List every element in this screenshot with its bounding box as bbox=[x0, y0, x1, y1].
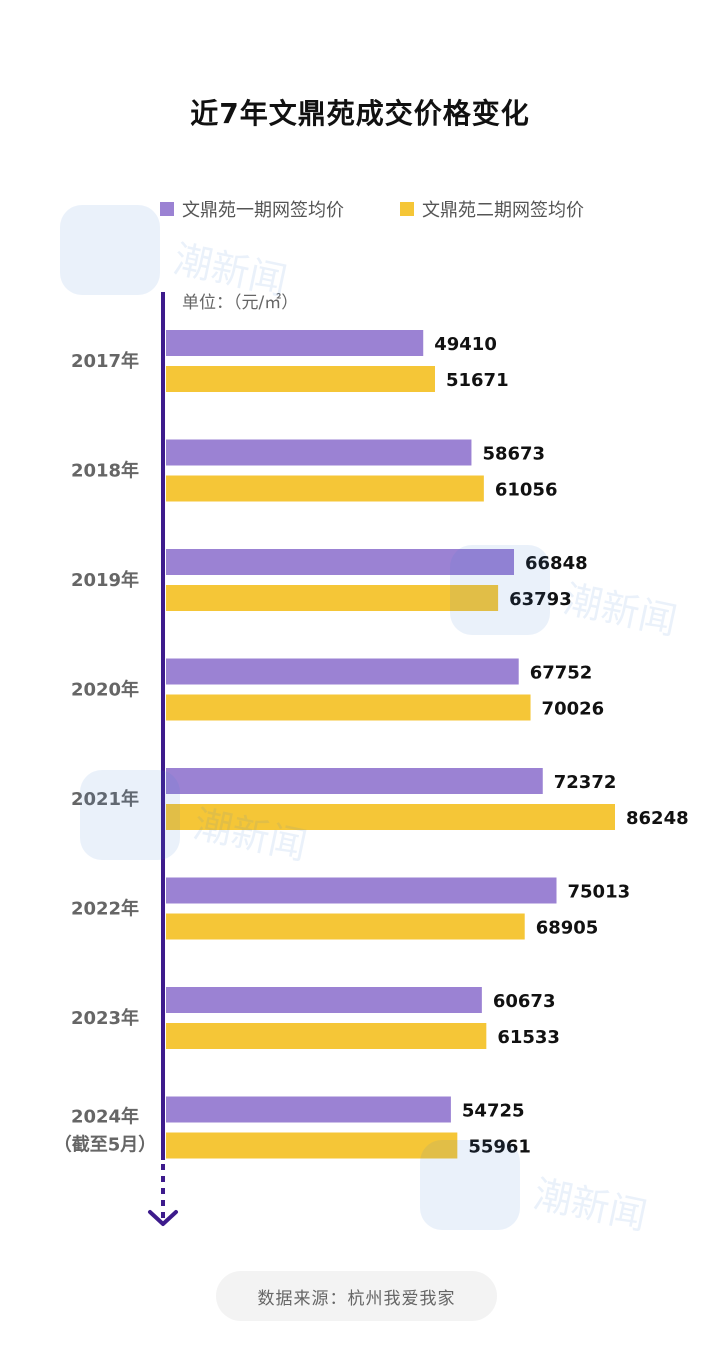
bar-series1 bbox=[166, 549, 515, 575]
data-label: 60673 bbox=[493, 991, 556, 1012]
data-label: 86248 bbox=[626, 808, 689, 829]
category-label: 2021年 bbox=[71, 788, 139, 810]
bar-series1 bbox=[166, 1096, 451, 1123]
data-label: 72372 bbox=[554, 772, 617, 793]
bar-series2 bbox=[166, 1132, 458, 1159]
bar-series1 bbox=[166, 987, 482, 1013]
bar-series1 bbox=[166, 330, 424, 356]
data-label: 70026 bbox=[542, 699, 605, 720]
legend-swatch-series1 bbox=[160, 202, 174, 216]
category-label: 2019年 bbox=[71, 569, 139, 591]
watermark-logo: 潮新闻 bbox=[80, 770, 320, 874]
data-label: 63793 bbox=[509, 589, 572, 610]
chart-title: 近7年文鼎苑成交价格变化 bbox=[190, 97, 530, 130]
bar-series2 bbox=[166, 585, 499, 611]
category-label: 2018年 bbox=[71, 460, 139, 482]
bar-series1 bbox=[166, 877, 557, 904]
unit-label: 单位：（元/㎡） bbox=[182, 293, 299, 313]
svg-text:潮新闻: 潮新闻 bbox=[560, 577, 681, 644]
category-label: 2024年（截至5月） bbox=[54, 1106, 157, 1156]
svg-text:潮新闻: 潮新闻 bbox=[530, 1172, 651, 1239]
data-label: 68905 bbox=[536, 918, 599, 939]
watermark-logo: 潮新闻 bbox=[60, 205, 300, 309]
bar-series1 bbox=[166, 439, 472, 466]
legend-label-series1: 文鼎苑一期网签均价 bbox=[182, 200, 344, 221]
axis-arrow-icon bbox=[148, 1210, 178, 1226]
data-label: 61056 bbox=[495, 480, 558, 501]
category-label: 2023年 bbox=[71, 1007, 139, 1029]
category-label: 2020年 bbox=[71, 679, 139, 701]
bar-series2 bbox=[166, 804, 615, 830]
data-label: 66848 bbox=[525, 553, 588, 574]
watermark-logo: 潮新闻 bbox=[420, 1140, 660, 1244]
legend-label-series2: 文鼎苑二期网签均价 bbox=[422, 200, 584, 221]
bar-series2 bbox=[166, 475, 484, 502]
data-label: 61533 bbox=[497, 1027, 560, 1048]
svg-text:潮新闻: 潮新闻 bbox=[170, 237, 291, 304]
watermark-logo: 潮新闻 bbox=[450, 545, 690, 649]
data-label: 54725 bbox=[462, 1101, 525, 1122]
bar-series2 bbox=[166, 366, 435, 392]
bar-series2 bbox=[166, 694, 531, 721]
svg-text:潮新闻: 潮新闻 bbox=[190, 802, 311, 869]
bar-series1 bbox=[166, 768, 543, 794]
category-label: 2022年 bbox=[71, 898, 139, 920]
bar-series2 bbox=[166, 913, 525, 940]
legend-swatch-series2 bbox=[400, 202, 414, 216]
bar-series1 bbox=[166, 658, 519, 685]
category-label: 2017年 bbox=[71, 350, 139, 372]
data-label: 75013 bbox=[568, 882, 631, 903]
legend-item-series2: 文鼎苑二期网签均价 bbox=[400, 196, 584, 222]
data-label: 55961 bbox=[468, 1137, 531, 1158]
data-label: 51671 bbox=[446, 370, 509, 391]
legend-item-series1: 文鼎苑一期网签均价 bbox=[160, 196, 344, 222]
bar-series2 bbox=[166, 1023, 487, 1049]
source-note: 数据来源：杭州我爱我家 bbox=[216, 1271, 497, 1321]
bar-chart: 2017年 49410 51671 2018年 58673 61056 2019年 66848… bbox=[54, 292, 689, 1226]
data-label: 58673 bbox=[482, 444, 545, 465]
legend: 文鼎苑一期网签均价 文鼎苑二期网签均价 bbox=[160, 196, 584, 222]
data-label: 67752 bbox=[530, 663, 593, 684]
data-label: 49410 bbox=[434, 334, 497, 355]
